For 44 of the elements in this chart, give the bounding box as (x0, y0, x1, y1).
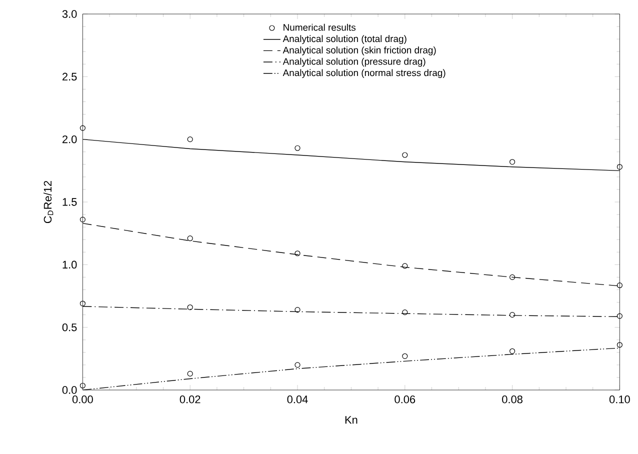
legend-label: Analytical solution (normal stress drag) (282, 69, 446, 78)
point (402, 263, 408, 269)
y-tick-label: 2.0 (62, 135, 77, 144)
point (510, 348, 516, 354)
point (402, 353, 408, 359)
y-tick-label: 1.5 (62, 198, 77, 206)
point (510, 274, 516, 280)
legend-label: Analytical solution (pressure drag) (282, 58, 426, 67)
point (80, 216, 86, 222)
point (510, 159, 516, 165)
x-tick-label: 0.08 (502, 396, 522, 404)
x-axis-title: Kn (345, 416, 358, 424)
legend-label: Numerical results (284, 24, 356, 31)
y-tick-label: 3.0 (62, 10, 77, 18)
x-tick-label: 0.02 (180, 396, 200, 404)
x-tick-label: 0.10 (609, 396, 630, 404)
point (402, 310, 408, 316)
point (80, 382, 86, 388)
point (402, 152, 408, 158)
y-tick-label: 0.0 (62, 386, 77, 394)
y-tick-label: 0.5 (62, 323, 77, 332)
y-tick-label: 1.0 (62, 260, 77, 269)
point (294, 306, 300, 313)
x-tick-label: 0.04 (287, 396, 308, 404)
point (187, 370, 193, 376)
point (616, 164, 622, 170)
point (294, 145, 300, 151)
point (616, 342, 622, 348)
point (616, 282, 622, 288)
point (294, 250, 300, 256)
legend-label: Analytical solution (skin friction drag) (282, 46, 436, 56)
point (80, 300, 86, 306)
legend-label: Analytical solution (total drag) (282, 35, 406, 44)
point (616, 313, 622, 319)
point (510, 312, 516, 318)
x-tick-label: 0.06 (394, 396, 416, 404)
point (187, 136, 193, 142)
y-tick-label: 2.5 (62, 72, 77, 81)
point (294, 362, 300, 368)
point (187, 236, 193, 242)
point (80, 125, 86, 131)
x-tick-label: 0.00 (72, 396, 93, 404)
point (187, 304, 193, 310)
y-axis-title: C$_{D}$Re/12 (44, 180, 54, 224)
